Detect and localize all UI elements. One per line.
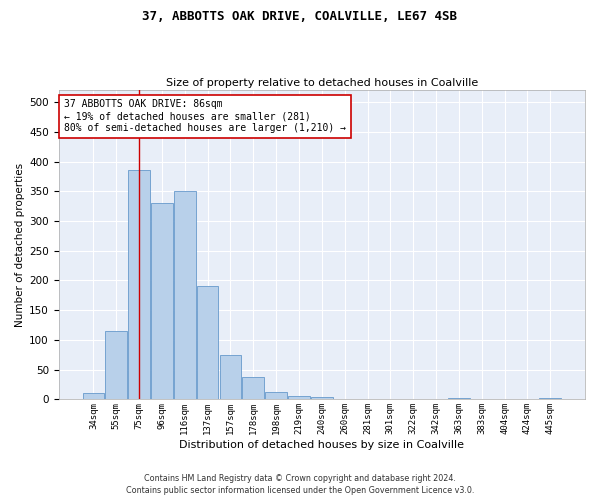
Bar bbox=[197, 286, 218, 400]
Bar bbox=[83, 394, 104, 400]
Bar bbox=[448, 398, 470, 400]
Bar bbox=[242, 378, 264, 400]
Bar bbox=[106, 331, 127, 400]
Bar bbox=[174, 192, 196, 400]
Bar bbox=[265, 392, 287, 400]
Text: Contains HM Land Registry data © Crown copyright and database right 2024.
Contai: Contains HM Land Registry data © Crown c… bbox=[126, 474, 474, 495]
Bar bbox=[151, 203, 173, 400]
X-axis label: Distribution of detached houses by size in Coalville: Distribution of detached houses by size … bbox=[179, 440, 464, 450]
Bar bbox=[288, 396, 310, 400]
Y-axis label: Number of detached properties: Number of detached properties bbox=[15, 162, 25, 327]
Bar bbox=[539, 398, 561, 400]
Text: 37 ABBOTTS OAK DRIVE: 86sqm
← 19% of detached houses are smaller (281)
80% of se: 37 ABBOTTS OAK DRIVE: 86sqm ← 19% of det… bbox=[64, 100, 346, 132]
Bar bbox=[128, 170, 150, 400]
Text: 37, ABBOTTS OAK DRIVE, COALVILLE, LE67 4SB: 37, ABBOTTS OAK DRIVE, COALVILLE, LE67 4… bbox=[143, 10, 458, 23]
Bar bbox=[311, 397, 332, 400]
Title: Size of property relative to detached houses in Coalville: Size of property relative to detached ho… bbox=[166, 78, 478, 88]
Bar bbox=[220, 355, 241, 400]
